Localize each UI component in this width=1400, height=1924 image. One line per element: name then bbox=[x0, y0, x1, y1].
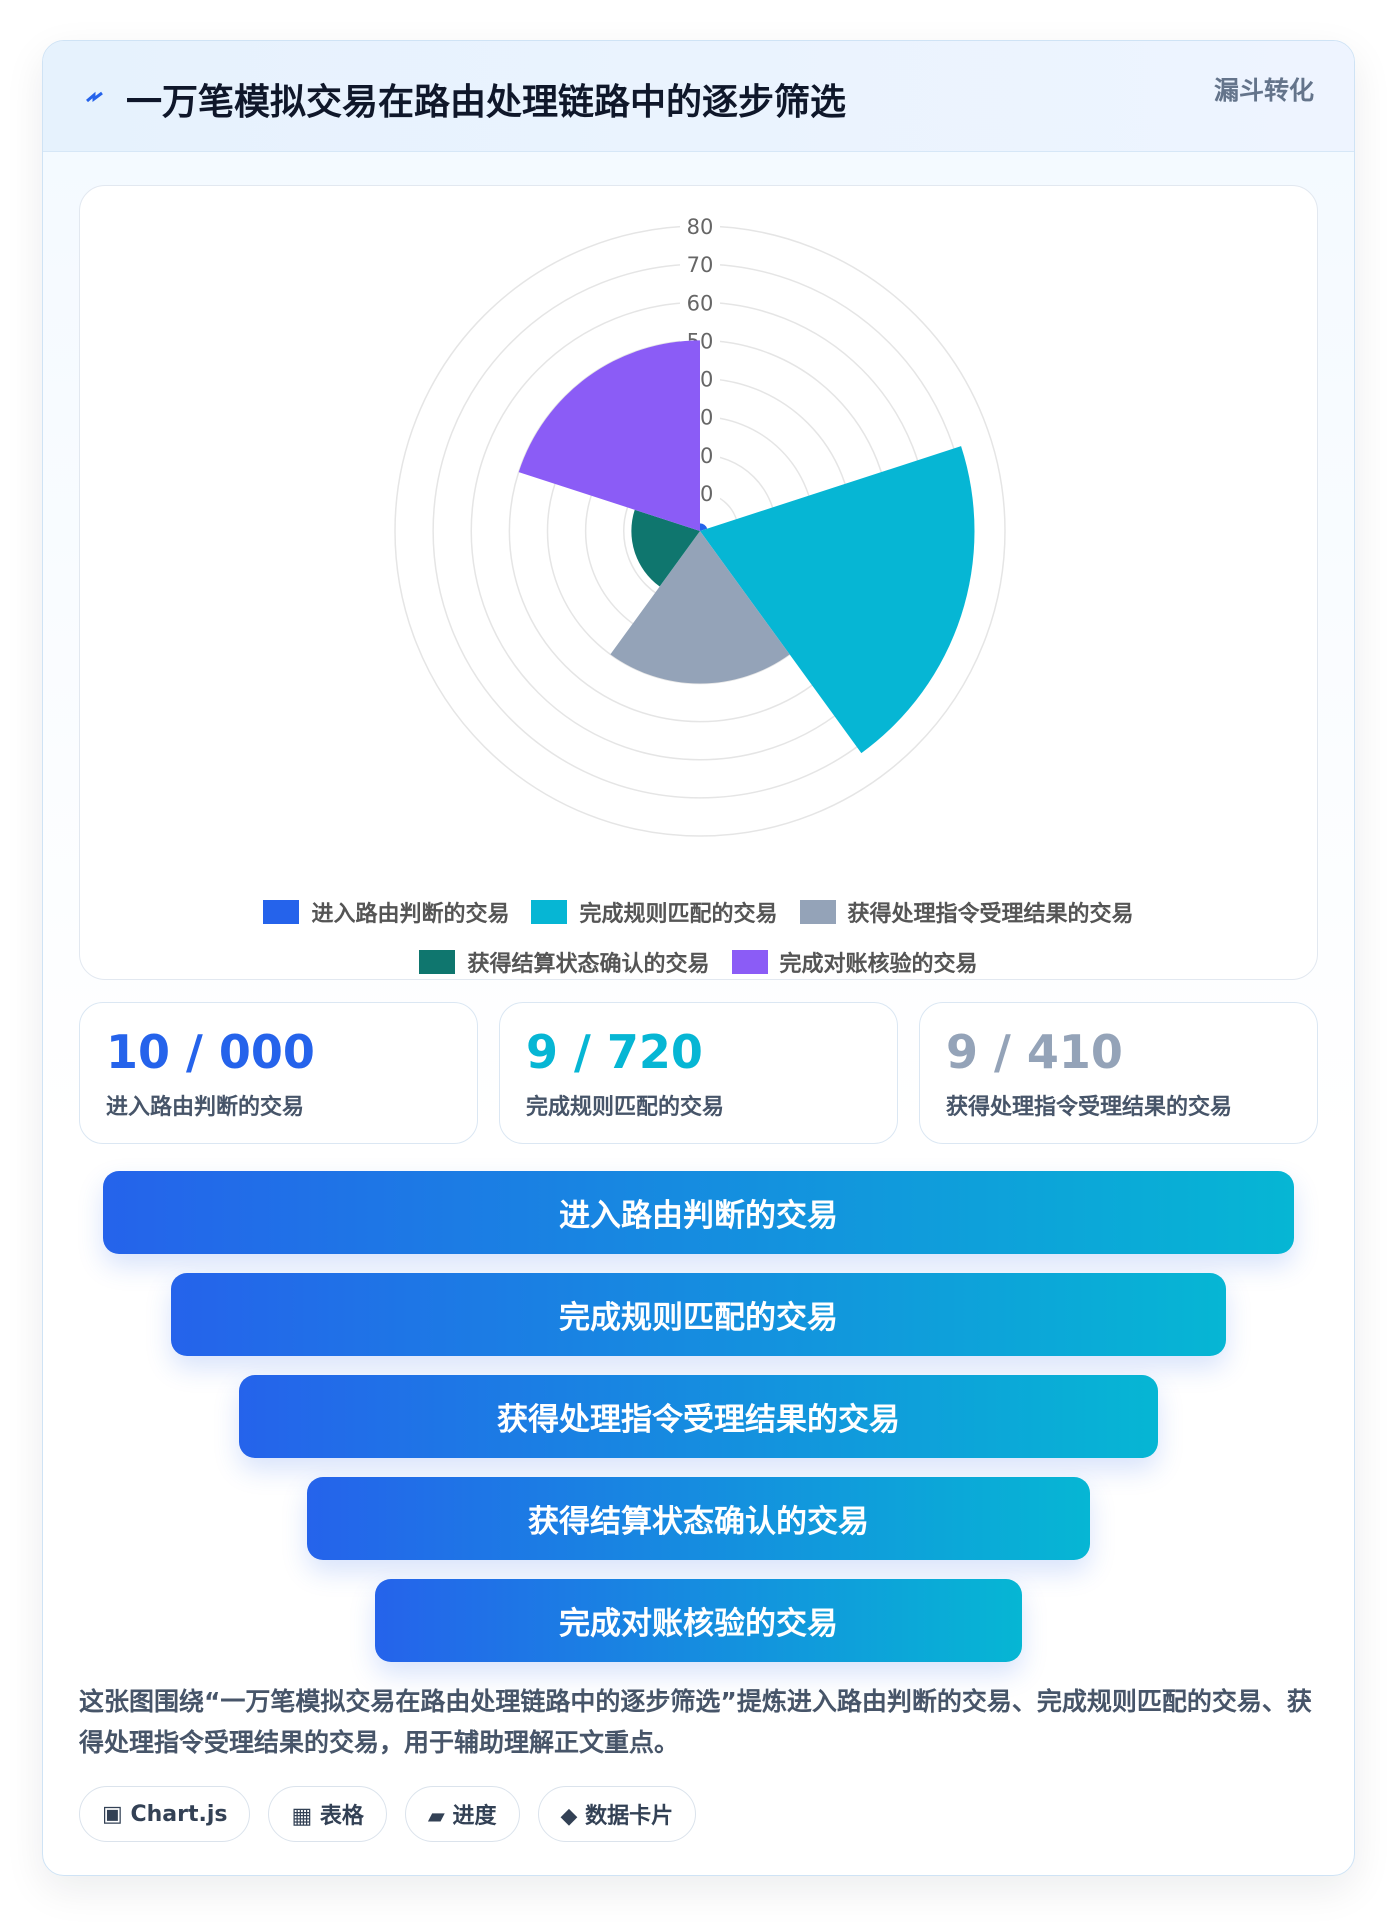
legend-label: 获得结算状态确认的交易 bbox=[467, 952, 710, 977]
stat-value: 10 / 000 bbox=[106, 1025, 315, 1079]
tag: ◆ 数据卡片 bbox=[537, 1786, 697, 1842]
r-tick-label: 70 bbox=[687, 253, 714, 277]
legend-item: 进入路由判断的交易 bbox=[263, 896, 509, 928]
stat-value: 9 / 410 bbox=[946, 1025, 1123, 1079]
legend-item: 获得结算状态确认的交易 bbox=[419, 946, 710, 978]
funnel-bar: 获得处理指令受理结果的交易 bbox=[239, 1375, 1158, 1458]
segment bbox=[610, 531, 790, 684]
tag: ▦ 表格 bbox=[268, 1786, 387, 1842]
legend-swatch bbox=[799, 900, 836, 924]
segment bbox=[518, 340, 700, 531]
legend-item: 完成对账核验的交易 bbox=[731, 946, 978, 978]
stat-value: 9 / 720 bbox=[526, 1025, 703, 1079]
stat-card: 9 / 720 完成规则匹配的交易 bbox=[499, 1002, 898, 1144]
legend-swatch bbox=[531, 900, 568, 924]
chart-panel: 1020304050607080 进入路由判断的交易完成规则匹配的交易获得处理指… bbox=[79, 185, 1318, 980]
badge: 漏斗转化 bbox=[1213, 76, 1314, 105]
card: 一万笔模拟交易在路由处理链路中的逐步筛选 漏斗转化 10203040506070… bbox=[42, 40, 1355, 1876]
funnel-bar: 完成规则匹配的交易 bbox=[171, 1273, 1226, 1356]
tag: ▣ Chart.js bbox=[79, 1786, 251, 1842]
funnel-bar: 完成对账核验的交易 bbox=[375, 1579, 1022, 1662]
stat-card: 9 / 410 获得处理指令受理结果的交易 bbox=[919, 1002, 1318, 1144]
segment bbox=[700, 446, 975, 754]
legend: 进入路由判断的交易 完成规则匹配的交易 获得处理指令受理结果的交易获得结算状态确认的… bbox=[180, 896, 1217, 978]
r-tick-label: 80 bbox=[687, 215, 714, 239]
chart: 1020304050607080 bbox=[394, 214, 1006, 837]
tag: ▰ 进度 bbox=[404, 1786, 520, 1842]
description: 这张图围绕“一万笔模拟交易在路由处理链路中的逐步筛选”提炼进入路由判断的交易、完… bbox=[79, 1687, 1312, 1757]
stat-card: 10 / 000 进入路由判断的交易 bbox=[79, 1002, 478, 1144]
segment bbox=[700, 523, 708, 531]
icon bbox=[86, 91, 103, 103]
funnel-bar: 获得结算状态确认的交易 bbox=[307, 1477, 1090, 1560]
tick-backdrop bbox=[680, 214, 720, 238]
tags: ▣ Chart.js ▦ 表格 ▰ 进度 ◆ 数据卡片 bbox=[79, 1786, 697, 1842]
legend-item: 获得处理指令受理结果的交易 bbox=[799, 896, 1134, 928]
legend-label: 获得处理指令受理结果的交易 bbox=[847, 902, 1134, 927]
r-tick-label: 60 bbox=[687, 291, 714, 315]
legend-label: 进入路由判断的交易 bbox=[311, 902, 510, 927]
legend-swatch bbox=[731, 950, 768, 974]
segment bbox=[631, 509, 700, 587]
stat-label: 完成规则匹配的交易 bbox=[526, 1095, 725, 1120]
title: 一万笔模拟交易在路由处理链路中的逐步筛选 bbox=[126, 82, 847, 123]
header: 一万笔模拟交易在路由处理链路中的逐步筛选 漏斗转化 bbox=[43, 41, 1354, 152]
legend-swatch bbox=[419, 950, 456, 974]
tick-backdrop bbox=[680, 252, 720, 277]
legend-item: 完成规则匹配的交易 bbox=[531, 896, 778, 928]
stat-label: 进入路由判断的交易 bbox=[106, 1095, 305, 1120]
legend-label: 完成对账核验的交易 bbox=[779, 952, 978, 977]
funnel-bar: 进入路由判断的交易 bbox=[103, 1171, 1294, 1254]
legend-swatch bbox=[263, 900, 300, 924]
stat-label: 获得处理指令受理结果的交易 bbox=[946, 1095, 1233, 1120]
tick-backdrop bbox=[680, 290, 720, 315]
legend-label: 完成规则匹配的交易 bbox=[579, 902, 778, 927]
